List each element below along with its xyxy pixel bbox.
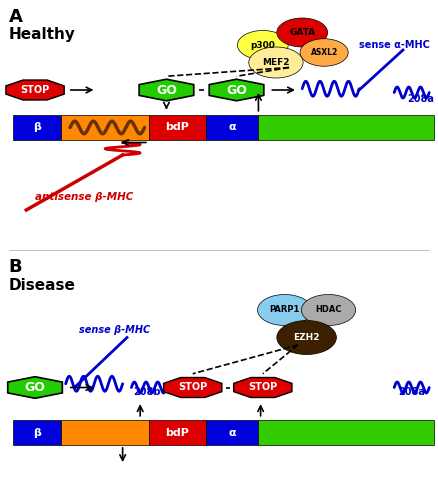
Bar bbox=[206, 115, 258, 140]
Text: PARP1: PARP1 bbox=[269, 306, 300, 314]
Circle shape bbox=[301, 294, 356, 326]
Text: sense α-MHC: sense α-MHC bbox=[359, 40, 430, 50]
Text: 208a: 208a bbox=[399, 387, 425, 397]
Polygon shape bbox=[8, 376, 62, 398]
Text: bdP: bdP bbox=[166, 428, 189, 438]
Text: STOP: STOP bbox=[178, 382, 207, 392]
Text: EZH2: EZH2 bbox=[293, 333, 320, 342]
Circle shape bbox=[277, 18, 328, 47]
Text: GO: GO bbox=[25, 381, 46, 394]
Text: GO: GO bbox=[226, 84, 247, 96]
Text: bdP: bdP bbox=[166, 122, 189, 132]
Text: 208b: 208b bbox=[134, 387, 161, 397]
Bar bbox=[149, 115, 206, 140]
Text: p300: p300 bbox=[251, 40, 275, 50]
Text: ASXL2: ASXL2 bbox=[311, 48, 338, 57]
Bar bbox=[206, 420, 258, 445]
Circle shape bbox=[277, 320, 336, 354]
Text: Disease: Disease bbox=[9, 278, 76, 292]
Bar bbox=[258, 115, 434, 140]
Bar bbox=[61, 115, 149, 140]
Text: antisense β-MHC: antisense β-MHC bbox=[35, 192, 134, 202]
Polygon shape bbox=[233, 378, 292, 398]
Text: MEF2: MEF2 bbox=[262, 58, 290, 67]
Text: 208a: 208a bbox=[407, 94, 434, 104]
Text: HDAC: HDAC bbox=[315, 306, 342, 314]
Text: STOP: STOP bbox=[21, 85, 49, 95]
Polygon shape bbox=[6, 80, 64, 100]
Bar bbox=[13, 420, 61, 445]
Circle shape bbox=[249, 47, 303, 78]
Bar bbox=[258, 420, 434, 445]
Circle shape bbox=[258, 294, 312, 326]
Text: Healthy: Healthy bbox=[9, 28, 76, 42]
Bar bbox=[149, 420, 206, 445]
Circle shape bbox=[237, 30, 288, 60]
Circle shape bbox=[300, 39, 348, 66]
Bar bbox=[13, 115, 61, 140]
Polygon shape bbox=[139, 79, 194, 101]
Polygon shape bbox=[209, 79, 264, 101]
Text: β: β bbox=[33, 122, 41, 132]
Text: sense β-MHC: sense β-MHC bbox=[79, 325, 150, 335]
Text: β: β bbox=[33, 428, 41, 438]
Bar bbox=[61, 420, 149, 445]
Text: STOP: STOP bbox=[248, 382, 277, 392]
Text: α: α bbox=[228, 428, 236, 438]
Polygon shape bbox=[163, 378, 222, 398]
Text: α: α bbox=[228, 122, 236, 132]
Text: GO: GO bbox=[156, 84, 177, 96]
Text: A: A bbox=[9, 8, 23, 26]
Text: GATA: GATA bbox=[289, 28, 315, 37]
Text: B: B bbox=[9, 258, 22, 276]
